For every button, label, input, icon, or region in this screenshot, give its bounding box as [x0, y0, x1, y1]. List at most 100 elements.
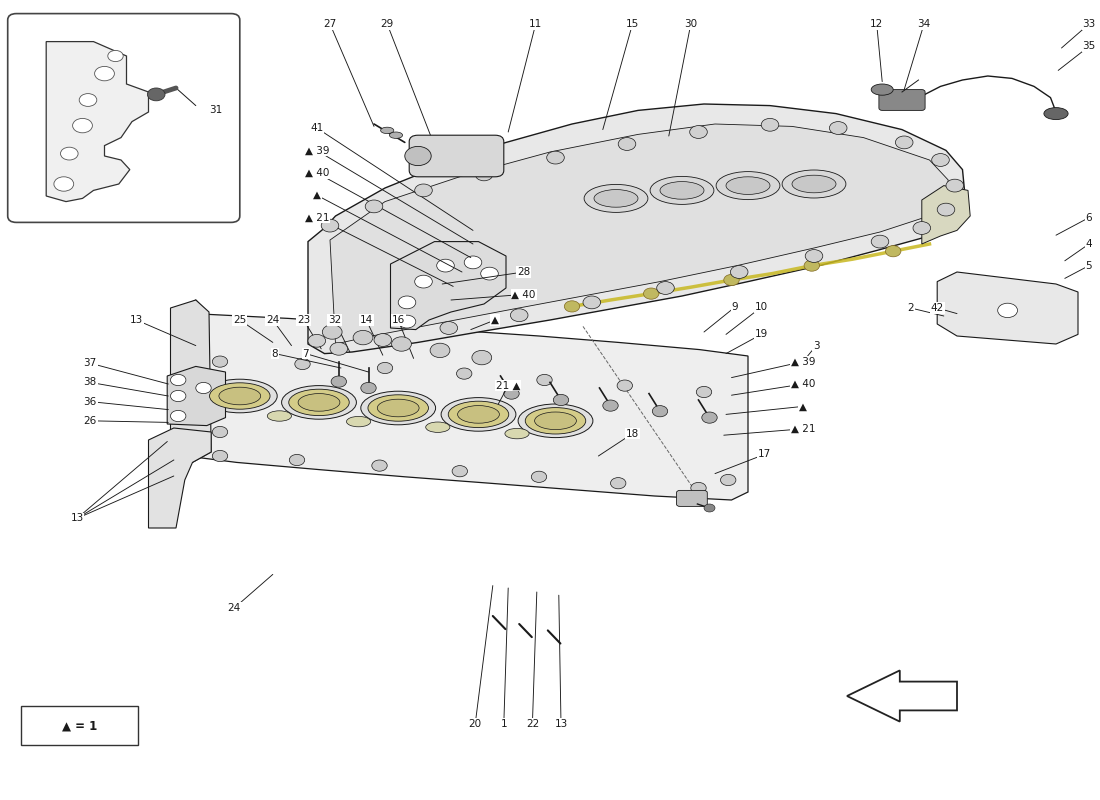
Circle shape	[398, 296, 416, 309]
Circle shape	[730, 266, 748, 278]
Circle shape	[330, 342, 348, 355]
Text: 26: 26	[84, 416, 97, 426]
Ellipse shape	[584, 184, 648, 213]
Circle shape	[696, 386, 712, 398]
Circle shape	[690, 126, 707, 138]
Text: 8: 8	[272, 349, 278, 358]
Text: 33: 33	[1082, 19, 1096, 29]
Polygon shape	[148, 428, 211, 528]
Circle shape	[886, 246, 901, 257]
Circle shape	[644, 288, 659, 299]
Circle shape	[170, 374, 186, 386]
Circle shape	[54, 177, 74, 191]
Text: 17: 17	[758, 450, 771, 459]
Ellipse shape	[346, 416, 371, 427]
Circle shape	[805, 250, 823, 262]
Circle shape	[481, 267, 498, 280]
Circle shape	[392, 337, 411, 351]
Ellipse shape	[782, 170, 846, 198]
Circle shape	[170, 390, 186, 402]
Circle shape	[702, 412, 717, 423]
Text: 3: 3	[813, 341, 820, 350]
Ellipse shape	[535, 412, 576, 430]
Text: 37: 37	[84, 358, 97, 368]
Text: 15: 15	[626, 19, 639, 29]
Text: 16: 16	[392, 315, 405, 325]
Circle shape	[564, 301, 580, 312]
Circle shape	[365, 200, 383, 213]
Ellipse shape	[298, 394, 340, 411]
Ellipse shape	[716, 172, 780, 200]
Text: 27: 27	[323, 19, 337, 29]
Text: 5: 5	[1086, 261, 1092, 270]
Circle shape	[60, 147, 78, 160]
Text: 13: 13	[70, 514, 84, 523]
Text: ▲ 21: ▲ 21	[791, 424, 815, 434]
Circle shape	[531, 471, 547, 482]
Ellipse shape	[526, 408, 585, 434]
Circle shape	[537, 374, 552, 386]
Ellipse shape	[726, 177, 770, 194]
FancyBboxPatch shape	[21, 706, 138, 745]
Ellipse shape	[660, 182, 704, 199]
Polygon shape	[937, 272, 1078, 344]
Circle shape	[212, 450, 228, 462]
Text: 30: 30	[684, 19, 697, 29]
Text: 31: 31	[209, 106, 222, 115]
Text: 21 ▲: 21 ▲	[496, 381, 520, 390]
Ellipse shape	[267, 411, 292, 421]
Ellipse shape	[505, 429, 529, 438]
Circle shape	[504, 388, 519, 399]
Polygon shape	[847, 670, 957, 722]
Ellipse shape	[381, 127, 394, 134]
Text: ▲ 21: ▲ 21	[305, 213, 329, 222]
Circle shape	[377, 362, 393, 374]
Text: 24: 24	[266, 315, 279, 325]
Circle shape	[212, 426, 228, 438]
Text: 11: 11	[529, 19, 542, 29]
Circle shape	[937, 203, 955, 216]
Text: catalogFIESTA.com: catalogFIESTA.com	[402, 306, 698, 494]
Text: 4: 4	[1086, 239, 1092, 249]
Text: ▲ 39: ▲ 39	[791, 357, 815, 366]
Circle shape	[289, 454, 305, 466]
Polygon shape	[170, 300, 211, 462]
Circle shape	[603, 400, 618, 411]
Circle shape	[374, 334, 392, 346]
Ellipse shape	[518, 404, 593, 438]
Circle shape	[405, 146, 431, 166]
Text: 23: 23	[297, 315, 310, 325]
Ellipse shape	[367, 394, 429, 421]
Circle shape	[761, 118, 779, 131]
Ellipse shape	[426, 422, 450, 432]
Circle shape	[108, 50, 123, 62]
Circle shape	[398, 315, 416, 328]
Circle shape	[452, 466, 468, 477]
Circle shape	[321, 219, 339, 232]
Circle shape	[415, 275, 432, 288]
Text: 24: 24	[228, 603, 241, 613]
Circle shape	[804, 260, 820, 271]
Text: 42: 42	[931, 303, 944, 313]
Text: 41: 41	[310, 123, 323, 133]
Polygon shape	[922, 186, 970, 244]
Text: ▲: ▲	[491, 315, 499, 325]
Ellipse shape	[650, 176, 714, 204]
Circle shape	[618, 138, 636, 150]
Polygon shape	[174, 300, 748, 500]
Text: 12: 12	[870, 19, 883, 29]
Text: 1: 1	[500, 719, 507, 729]
Ellipse shape	[871, 84, 893, 95]
Text: 2: 2	[908, 303, 914, 313]
FancyBboxPatch shape	[409, 135, 504, 177]
Ellipse shape	[282, 386, 356, 419]
Ellipse shape	[209, 382, 271, 409]
Ellipse shape	[288, 389, 350, 416]
Circle shape	[472, 350, 492, 365]
Circle shape	[998, 303, 1018, 318]
Circle shape	[724, 274, 739, 286]
Circle shape	[372, 460, 387, 471]
Text: ▲: ▲	[799, 402, 807, 411]
Text: 13: 13	[554, 719, 568, 729]
Text: 38: 38	[84, 378, 97, 387]
